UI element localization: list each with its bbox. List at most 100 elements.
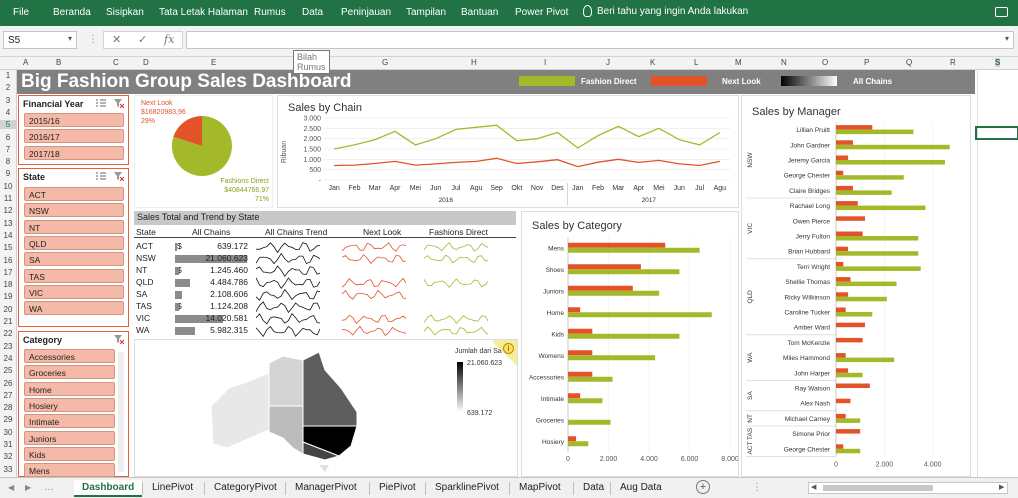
bar[interactable] (568, 247, 700, 253)
bar[interactable] (568, 264, 641, 270)
bar[interactable] (568, 242, 666, 248)
tab-peninjauan[interactable]: Peninjauan (341, 7, 392, 18)
selected-cell[interactable] (975, 126, 1018, 140)
row-header[interactable]: 24 (3, 353, 13, 363)
row-header[interactable]: 33 (3, 464, 13, 474)
slicer-item[interactable]: NT (24, 219, 124, 234)
bar[interactable] (568, 333, 680, 339)
bar[interactable] (836, 292, 849, 297)
bar[interactable] (836, 155, 849, 161)
bar[interactable] (568, 285, 633, 291)
slicer-item[interactable]: Kids (24, 446, 115, 461)
pie-slice-next-look[interactable] (173, 115, 202, 146)
bar[interactable] (568, 290, 660, 296)
bar[interactable] (836, 322, 866, 328)
bar[interactable] (836, 398, 851, 404)
row-header[interactable]: 18 (3, 280, 13, 290)
bar[interactable] (568, 307, 581, 313)
clear-filter-icon[interactable] (114, 99, 124, 108)
slicer-item[interactable]: Hosiery (24, 397, 115, 412)
column-header[interactable]: S (995, 58, 1001, 67)
tab-file[interactable]: File (13, 7, 30, 18)
row-header[interactable]: 1 (5, 71, 11, 80)
row-header[interactable]: 11 (3, 194, 13, 203)
cancel-icon[interactable]: ✕ (112, 34, 122, 46)
row-header[interactable]: 3 (5, 95, 11, 105)
slicer-item[interactable]: Home (24, 381, 115, 396)
bar[interactable] (836, 170, 844, 176)
slicer-item[interactable]: SA (24, 252, 124, 267)
clear-filter-icon[interactable] (114, 172, 124, 181)
row-header[interactable]: 16 (3, 255, 13, 265)
bar[interactable] (836, 140, 853, 145)
scroll-left-icon[interactable]: ◀ (811, 484, 817, 491)
row-header[interactable]: 23 (3, 341, 13, 351)
bar[interactable] (836, 277, 851, 282)
slicer-item[interactable]: WA (24, 301, 124, 316)
horizontal-scrollbar[interactable]: ◀ ▶ (808, 482, 1008, 494)
tab-split-icon[interactable]: ⋮ (752, 482, 762, 493)
slicer-item[interactable]: 2015/16 (24, 113, 124, 127)
row-header[interactable]: 30 (3, 427, 13, 437)
row-header[interactable]: 12 (3, 206, 13, 216)
row-header[interactable]: 32 (3, 452, 13, 462)
bar[interactable] (568, 350, 593, 356)
bar[interactable] (568, 419, 611, 425)
map-state-sa[interactable] (268, 405, 304, 455)
more-options-icon[interactable]: ⋮ (88, 34, 98, 45)
column-header[interactable]: K (650, 58, 656, 67)
column-header[interactable]: P (864, 58, 870, 67)
map-state-nt[interactable] (268, 355, 304, 407)
sheet-tab[interactable]: CategoryPivot (214, 482, 277, 493)
tab-bantuan[interactable]: Bantuan (461, 7, 499, 18)
row-header[interactable]: 17 (3, 267, 13, 277)
slicer-item[interactable]: TAS (24, 268, 124, 283)
bar[interactable] (836, 383, 870, 389)
bar[interactable] (836, 413, 846, 419)
next-sheet-icon[interactable]: ▶ (25, 483, 32, 492)
bar[interactable] (568, 376, 613, 382)
slicer-item[interactable]: Accessories (24, 349, 115, 363)
bar[interactable] (836, 368, 849, 373)
insert-function-icon[interactable]: fx (164, 33, 175, 46)
bar[interactable] (836, 444, 844, 449)
slicer-item[interactable]: Intimate (24, 414, 115, 429)
column-header[interactable]: B (56, 58, 62, 67)
series-line[interactable] (333, 124, 721, 150)
bar[interactable] (836, 418, 861, 423)
sheet-tab[interactable]: Data (583, 482, 605, 493)
map-state-vic[interactable] (302, 441, 341, 461)
bar[interactable] (836, 281, 897, 287)
column-header[interactable]: M (735, 58, 742, 67)
info-icon[interactable]: i (503, 343, 514, 354)
column-header[interactable]: Q (906, 58, 913, 67)
column-header[interactable]: O (822, 58, 829, 67)
bar[interactable] (836, 307, 846, 313)
bar[interactable] (836, 205, 926, 211)
bar[interactable] (836, 190, 892, 195)
bar[interactable] (836, 337, 863, 343)
scroll-right-icon[interactable]: ▶ (999, 484, 1005, 491)
tab-tampilan[interactable]: Tampilan (406, 7, 447, 18)
tab-data[interactable]: Data (302, 7, 324, 18)
map-state-nsw[interactable] (302, 425, 358, 457)
slicer-item[interactable]: 2017/18 (24, 145, 124, 160)
row-header[interactable]: 29 (3, 415, 13, 425)
more-sheets-icon[interactable]: … (44, 482, 54, 493)
map-state-qld[interactable] (302, 351, 358, 427)
slicer-scrollbar[interactable] (118, 352, 124, 472)
row-header[interactable]: 26 (3, 378, 13, 388)
bar[interactable] (568, 269, 680, 275)
column-header[interactable]: L (694, 58, 699, 67)
row-header[interactable]: 21 (3, 317, 13, 326)
chevron-down-icon[interactable]: ▾ (67, 34, 72, 43)
column-header[interactable]: G (382, 58, 389, 67)
tab-sisipkan[interactable]: Sisipkan (106, 7, 144, 18)
bar[interactable] (568, 398, 603, 404)
sheet-tab[interactable]: PiePivot (379, 482, 416, 493)
slicer-item[interactable]: ACT (24, 187, 124, 201)
bar[interactable] (568, 393, 581, 399)
row-header[interactable]: 8 (5, 157, 11, 167)
row-header[interactable]: 31 (3, 440, 13, 449)
bar[interactable] (836, 144, 950, 150)
